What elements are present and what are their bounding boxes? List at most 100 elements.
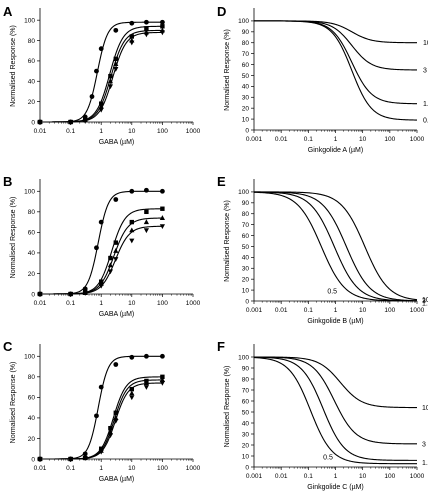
x-tick-label: 0.1 xyxy=(304,136,313,143)
x-axis-label: Ginkgolide A (µM) xyxy=(308,147,363,154)
curve-label: 1.2 xyxy=(423,101,428,108)
data-point xyxy=(144,26,149,31)
data-point xyxy=(113,248,119,253)
y-tick-label: 20 xyxy=(28,436,36,443)
x-tick-label: 10 xyxy=(128,128,136,135)
data-point xyxy=(107,84,114,90)
x-tick-label: 10 xyxy=(359,473,367,480)
y-tick-label: 30 xyxy=(242,266,250,273)
panel-letter: D xyxy=(217,4,226,19)
x-tick-label: 1000 xyxy=(410,307,425,314)
panel-letter: E xyxy=(217,174,226,189)
data-point xyxy=(107,433,114,439)
data-point xyxy=(98,384,104,390)
data-point xyxy=(129,219,134,225)
y-axis-label: Normalised Response (%) xyxy=(10,362,17,444)
data-point xyxy=(113,27,119,33)
data-point xyxy=(143,228,149,234)
data-point xyxy=(129,238,135,244)
x-axis-label: GABA (µM) xyxy=(99,139,135,146)
y-tick-label: 100 xyxy=(238,18,249,25)
y-tick-label: 0 xyxy=(245,127,249,134)
x-tick-label: 0.1 xyxy=(66,128,75,135)
data-point xyxy=(98,46,104,52)
x-tick-label: 1 xyxy=(334,307,338,314)
fit-curve xyxy=(253,356,417,461)
y-tick-label: 20 xyxy=(242,276,250,283)
y-tick-label: 10 xyxy=(242,287,250,294)
y-tick-label: 90 xyxy=(242,200,250,207)
x-tick-label: 0.1 xyxy=(66,465,75,472)
x-tick-label: 0.01 xyxy=(275,307,288,314)
data-point xyxy=(98,449,104,455)
y-tick-label: 90 xyxy=(242,29,250,36)
data-point xyxy=(113,362,119,367)
data-point xyxy=(89,94,95,99)
x-tick-label: 1 xyxy=(334,473,338,480)
x-tick-label: 0.01 xyxy=(34,300,47,307)
data-point xyxy=(108,255,113,261)
curve-label: 10 xyxy=(422,405,428,412)
fit-curve xyxy=(254,20,418,121)
curve-label: 1.2 xyxy=(422,460,428,467)
data-point xyxy=(159,30,165,36)
x-tick-label: 100 xyxy=(384,473,395,480)
x-tick-label: 0.001 xyxy=(246,473,263,480)
y-tick-label: 20 xyxy=(28,271,36,278)
x-axis-label: GABA (µM) xyxy=(99,311,135,318)
x-tick-label: 1000 xyxy=(186,465,201,472)
y-tick-label: 0 xyxy=(245,464,249,471)
data-point xyxy=(160,188,165,194)
x-tick-label: 0.01 xyxy=(34,465,47,472)
y-tick-label: 80 xyxy=(242,40,250,47)
x-tick-label: 0.01 xyxy=(34,128,47,135)
y-tick-label: 100 xyxy=(24,189,35,196)
data-point xyxy=(82,455,88,461)
fit-curve xyxy=(40,355,163,460)
panel-c: C 0.01 0.1 1 10 100 1000 0 20 40 60 80 100 GABA (µM) N… xyxy=(3,339,201,483)
y-tick-label: 40 xyxy=(28,79,36,86)
x-tick-label: 10 xyxy=(359,136,367,143)
y-tick-label: 80 xyxy=(28,374,36,381)
data-point xyxy=(129,20,135,26)
data-point xyxy=(160,19,165,25)
data-point xyxy=(113,67,119,72)
y-tick-label: 70 xyxy=(242,387,250,394)
data-point xyxy=(37,457,43,462)
y-axis-label: Normalised Response (%) xyxy=(10,25,17,107)
x-tick-label: 100 xyxy=(157,128,168,135)
y-tick-label: 0 xyxy=(245,298,249,305)
fit-curve xyxy=(254,356,417,445)
y-tick-label: 100 xyxy=(24,354,35,361)
data-point xyxy=(82,118,88,124)
y-tick-label: 60 xyxy=(28,395,36,402)
data-point xyxy=(129,40,135,46)
x-tick-label: 0.01 xyxy=(275,136,288,143)
y-tick-label: 70 xyxy=(242,222,250,229)
y-tick-label: 60 xyxy=(242,233,250,240)
curve-label: 10 xyxy=(422,297,428,304)
x-tick-label: 1 xyxy=(99,300,103,307)
data-point xyxy=(160,374,165,380)
data-point xyxy=(113,240,118,245)
x-tick-label: 1000 xyxy=(410,473,425,480)
x-tick-label: 1 xyxy=(334,136,338,143)
y-tick-label: 80 xyxy=(242,376,250,383)
panel-letter: A xyxy=(3,4,13,19)
y-tick-label: 0 xyxy=(31,456,35,463)
data-point xyxy=(108,73,113,79)
fit-curve xyxy=(253,357,417,465)
x-axis-label: GABA (µM) xyxy=(99,476,135,483)
data-point xyxy=(107,269,114,275)
fit-curve xyxy=(254,20,418,105)
y-tick-label: 10 xyxy=(242,116,250,123)
panel-letter: C xyxy=(3,339,13,354)
x-tick-label: 0.001 xyxy=(246,136,263,143)
data-point xyxy=(159,377,165,382)
data-point xyxy=(113,197,119,202)
y-tick-label: 20 xyxy=(242,105,250,112)
x-tick-label: 100 xyxy=(157,465,168,472)
data-point xyxy=(143,219,149,225)
data-point xyxy=(129,386,134,392)
